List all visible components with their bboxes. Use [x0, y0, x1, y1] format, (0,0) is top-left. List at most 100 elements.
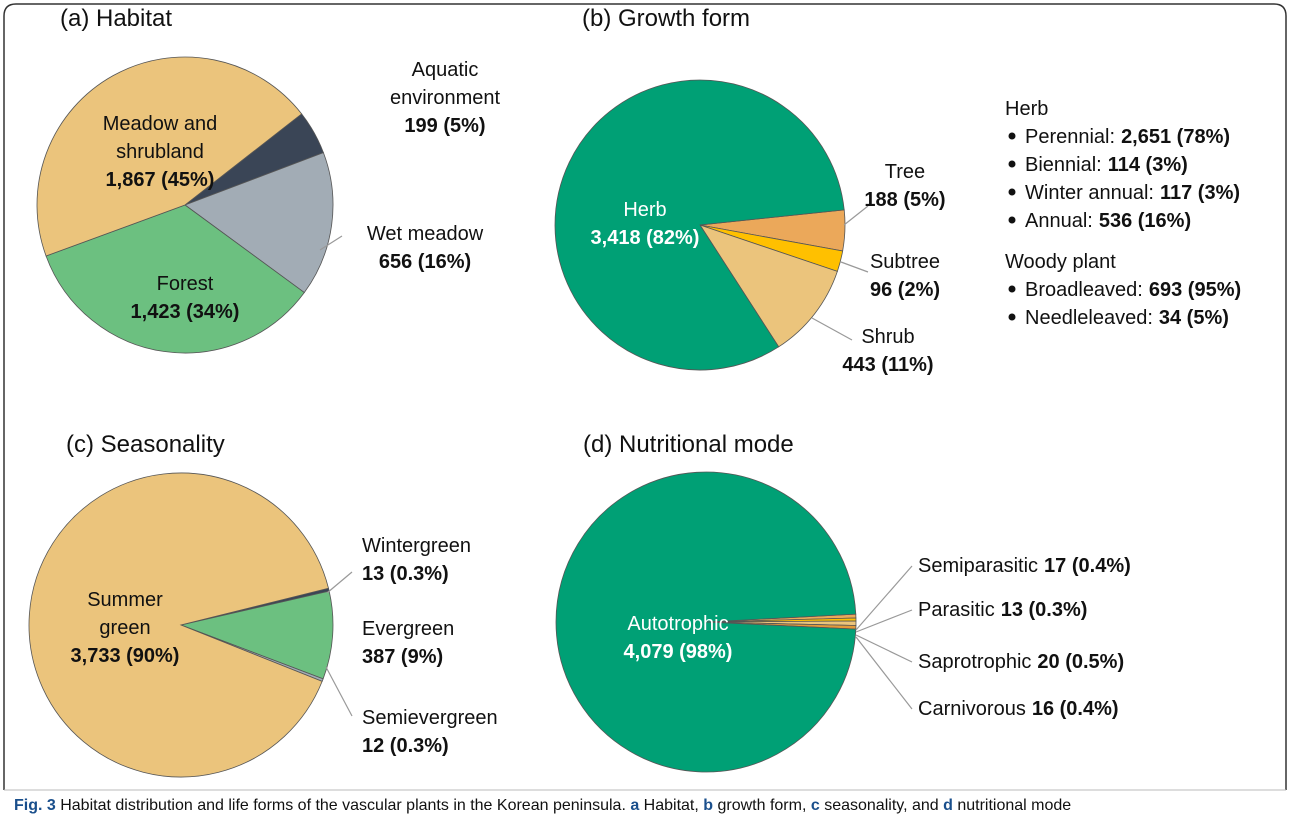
pie-slice — [555, 471, 857, 773]
value-label: 12 (0.3%) — [362, 735, 449, 757]
note-value: 2,651 (78%) — [1121, 126, 1230, 148]
note-value: 34 (5%) — [1159, 307, 1229, 329]
note-heading: Herb — [1005, 98, 1048, 120]
note-item: Biennial: 114 (3%) — [1025, 154, 1188, 176]
bullet — [1008, 188, 1016, 196]
note-item: Annual: 536 (16%) — [1025, 210, 1191, 232]
value-label: 443 (11%) — [842, 354, 933, 376]
chart-title: (a) Habitat — [60, 5, 172, 32]
pie-slice — [179, 590, 334, 680]
chart-title: (d) Nutritional mode — [583, 431, 794, 458]
bullet — [1008, 285, 1016, 293]
value-label: 188 (5%) — [864, 189, 945, 211]
note-name: Biennial: — [1025, 154, 1102, 176]
category-label: Tree — [885, 161, 925, 183]
caption-part: b — [703, 797, 713, 814]
category-label: Aquatic environment — [390, 59, 501, 109]
leader-line — [326, 571, 353, 594]
caption-part: c — [811, 797, 820, 814]
note-heading: Woody plant — [1005, 251, 1116, 273]
note-value: 114 (3%) — [1108, 154, 1188, 176]
note-item: Perennial: 2,651 (78%) — [1025, 126, 1230, 148]
caption-part: d — [943, 797, 953, 814]
value-label: 4,079 (98%) — [624, 641, 733, 663]
category-label: Carnivorous — [918, 698, 1026, 720]
caption-part: a — [630, 797, 639, 814]
leader-line — [811, 317, 853, 341]
value-label: 20 (0.5%) — [1037, 651, 1124, 673]
slice-label: Saprotrophic 20 (0.5%) — [918, 651, 1124, 673]
category-label: Meadow and shrubland — [103, 113, 218, 163]
caption: Fig. 3 Habitat distribution and life for… — [14, 797, 1071, 814]
pie-slice — [554, 79, 845, 371]
leader-line — [855, 634, 913, 663]
leader-line — [855, 609, 913, 633]
note-item: Needleleaved: 34 (5%) — [1025, 307, 1229, 329]
caption-part: Habitat, — [639, 797, 703, 814]
value-label: 199 (5%) — [404, 115, 485, 137]
pie-slice — [36, 56, 303, 257]
category-label: Parasitic — [918, 599, 995, 621]
category-label: Forest — [157, 273, 214, 295]
note-name: Perennial: — [1025, 126, 1115, 148]
value-label: 16 (0.4%) — [1032, 698, 1119, 720]
value-label: 17 (0.4%) — [1044, 555, 1131, 577]
caption-part: nutritional mode — [953, 797, 1071, 814]
bullet — [1008, 313, 1016, 321]
value-label: 13 (0.3%) — [362, 563, 449, 585]
caption-part: Fig. 3 — [14, 797, 56, 814]
category-label: Semievergreen — [362, 707, 498, 729]
value-label: 3,418 (82%) — [591, 227, 700, 249]
caption-part: seasonality, and — [820, 797, 943, 814]
category-label: Autotrophic — [627, 613, 728, 635]
pie-slice — [184, 152, 334, 294]
value-label: 656 (16%) — [379, 251, 471, 273]
category-label: Saprotrophic — [918, 651, 1031, 673]
note-item: Winter annual: 117 (3%) — [1025, 182, 1240, 204]
chart-title: (b) Growth form — [582, 5, 750, 32]
value-label: 387 (9%) — [362, 646, 443, 668]
leader-line — [325, 666, 353, 717]
leader-line — [840, 261, 869, 273]
note-value: 536 (16%) — [1099, 210, 1191, 232]
category-label: Wet meadow — [367, 223, 484, 245]
pie-slice — [28, 472, 329, 778]
note-value: 117 (3%) — [1160, 182, 1240, 204]
leader-line — [855, 636, 913, 710]
pie-slice — [45, 204, 305, 354]
value-label: 1,867 (45%) — [106, 169, 215, 191]
category-label: Herb — [623, 199, 666, 221]
note-name: Broadleaved: — [1025, 279, 1143, 301]
note-value: 693 (95%) — [1149, 279, 1241, 301]
leader-line — [843, 205, 869, 226]
note-name: Winter annual: — [1025, 182, 1154, 204]
value-label: 3,733 (90%) — [71, 645, 180, 667]
value-label: 96 (2%) — [870, 279, 940, 301]
category-label: Summer green — [87, 589, 163, 639]
category-label: Shrub — [861, 326, 914, 348]
frame — [3, 3, 1287, 790]
caption-part: Habitat distribution and life forms of t… — [56, 797, 631, 814]
slice-label: Carnivorous 16 (0.4%) — [918, 698, 1119, 720]
leader-line — [319, 235, 343, 251]
category-label: Semiparasitic — [918, 555, 1038, 577]
category-label: Evergreen — [362, 618, 454, 640]
note-name: Needleleaved: — [1025, 307, 1153, 329]
bullet — [1008, 216, 1016, 224]
note-item: Broadleaved: 693 (95%) — [1025, 279, 1241, 301]
chart-title: (c) Seasonality — [66, 431, 225, 458]
bullet — [1008, 132, 1016, 140]
value-label: 13 (0.3%) — [1001, 599, 1088, 621]
value-label: 1,423 (34%) — [131, 301, 240, 323]
slice-label: Semiparasitic 17 (0.4%) — [918, 555, 1131, 577]
note-name: Annual: — [1025, 210, 1093, 232]
pie-slice — [699, 224, 838, 348]
caption-part: growth form, — [713, 797, 811, 814]
slice-label: Parasitic 13 (0.3%) — [918, 599, 1087, 621]
leader-line — [855, 565, 913, 631]
category-label: Subtree — [870, 251, 940, 273]
bullet — [1008, 160, 1016, 168]
category-label: Wintergreen — [362, 535, 471, 557]
